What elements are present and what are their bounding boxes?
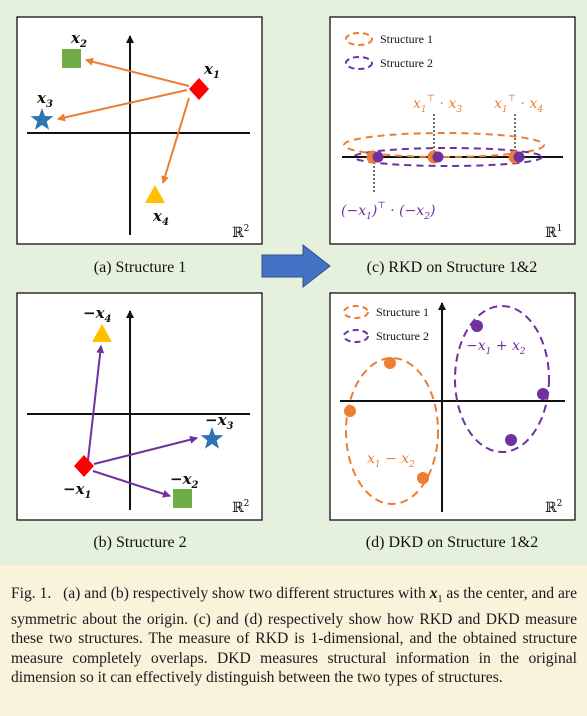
legend-structure1-label: Structure 1 — [380, 32, 433, 46]
annot-x1t-x4: x1⊤ · x4 — [494, 94, 543, 115]
annot-nx1t-nx2: (−x1)⊤ · (−x2) — [341, 201, 435, 222]
panel-c-frame — [330, 17, 575, 244]
point-nx2-square — [173, 489, 192, 508]
dkd-point-orange-1 — [384, 357, 396, 369]
dkd-point-orange-2 — [344, 405, 356, 417]
caption-var-sub: 1 — [437, 594, 442, 605]
point-x2-square — [62, 49, 81, 68]
panel-b: −x4 −x3 −x2 −x1 ℝ2 (b) Structure 2 — [17, 293, 262, 551]
panel-b-label: (b) Structure 2 — [93, 534, 186, 551]
caption-fig-number: Fig. 1. — [11, 585, 51, 602]
transition-arrow — [262, 245, 330, 287]
panel-a-frame — [17, 17, 262, 244]
legend-d-structure1-label: Structure 1 — [376, 305, 429, 319]
dkd-point-orange-3 — [417, 472, 429, 484]
panel-c-label: (c) RKD on Structure 1&2 — [367, 259, 538, 276]
legend-structure2-label: Structure 2 — [380, 56, 433, 70]
dkd-point-purple-3 — [505, 434, 517, 446]
annot-x1t-x3: x1⊤ · x3 — [413, 94, 462, 115]
dkd-point-purple-1 — [471, 320, 483, 332]
legend-d-structure2-label: Structure 2 — [376, 329, 429, 343]
panel-a-label: (a) Structure 1 — [94, 259, 186, 276]
panel-d: Structure 1 Structure 2 x1 − x2 −x1 + x2… — [330, 293, 575, 551]
panel-a: x2 x1 x3 x4 ℝ2 (a) Structure 1 — [17, 17, 262, 276]
figure: x2 x1 x3 x4 ℝ2 (a) Structure 1 −x4 −x3 −… — [0, 0, 587, 565]
panel-d-label: (d) DKD on Structure 1&2 — [366, 534, 538, 551]
caption-text-1: (a) and (b) respectively show two differ… — [63, 585, 426, 602]
panel-d-frame — [330, 293, 575, 520]
figure-caption: Fig. 1. (a) and (b) respectively show tw… — [11, 584, 577, 688]
rkd-point-x2-purple — [373, 152, 384, 163]
rkd-point-x4-purple — [514, 152, 525, 163]
panel-c: Structure 1 Structure 2 x1⊤ · x3 x1⊤ · x… — [330, 17, 575, 276]
dkd-point-purple-2 — [537, 388, 549, 400]
caption-box: Fig. 1. (a) and (b) respectively show tw… — [0, 565, 587, 716]
rkd-point-x3-purple — [433, 152, 444, 163]
